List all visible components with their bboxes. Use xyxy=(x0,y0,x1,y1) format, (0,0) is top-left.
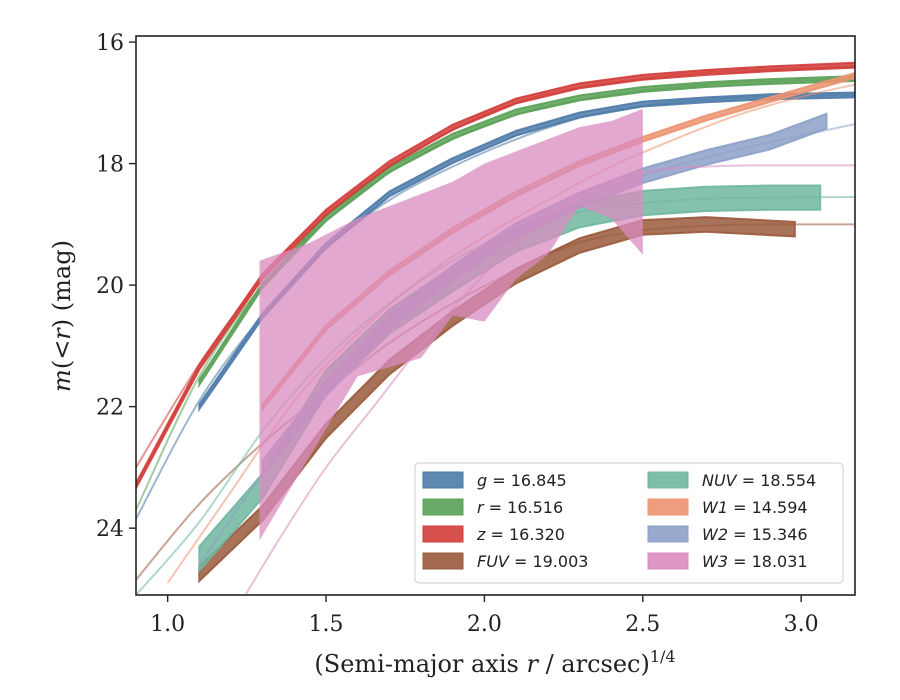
legend-item-r: r = 16.516 xyxy=(422,498,563,517)
legend-item-nuv: NUV = 18.554 xyxy=(647,471,816,490)
legend-swatch xyxy=(647,552,689,570)
x-tick-label: 1.0 xyxy=(150,612,185,637)
legend-label-value: = 18.031 xyxy=(728,552,808,571)
ticks-layer: 1.0 1.5 2.0 2.5 3.0 16 18 20 22 24 xyxy=(96,31,819,637)
y-axis-label-part: ) (mag) xyxy=(48,240,76,328)
x-tick-label: 1.5 xyxy=(309,612,344,637)
series-z xyxy=(136,61,855,489)
legend-label: NUV = 18.554 xyxy=(702,471,816,490)
x-axis-label-exponent: 1/4 xyxy=(650,647,676,666)
plot-frame xyxy=(135,35,856,596)
legend-label-value: = 16.516 xyxy=(484,498,564,517)
legend-label: W3 = 18.031 xyxy=(702,552,808,571)
y-tick-label: 20 xyxy=(96,274,124,299)
legend-label-variable: z xyxy=(476,525,486,544)
x-tick-label: 2.0 xyxy=(467,612,502,637)
series-g xyxy=(136,91,855,520)
legend-label-value: = 18.554 xyxy=(737,471,817,490)
x-tick-label: 3.0 xyxy=(784,612,819,637)
y-axis-label-part: ( xyxy=(48,360,76,369)
legend-label: W1 = 14.594 xyxy=(702,498,808,517)
legend-label-value: = 14.594 xyxy=(728,498,808,517)
y-axis-label-part: r xyxy=(48,327,76,340)
series-r-measured-band xyxy=(198,75,855,389)
legend-label-variable: FUV xyxy=(477,552,510,571)
legend-label-variable: NUV xyxy=(702,471,738,490)
legend-item-w3: W3 = 18.031 xyxy=(647,552,808,571)
y-axis-label-part: m xyxy=(48,369,76,392)
legend-label-variable: W3 xyxy=(702,552,728,571)
series-r xyxy=(136,75,855,511)
legend-label-variable: g xyxy=(477,471,487,490)
x-axis-label-part: / arcsec) xyxy=(538,650,650,678)
legend-label: FUV = 19.003 xyxy=(477,552,588,571)
x-axis-label-part: r xyxy=(526,650,539,678)
legend-label: z = 16.320 xyxy=(476,525,565,544)
legend-swatch xyxy=(422,525,464,543)
series-w3 xyxy=(244,108,855,595)
legend-label-value: = 19.003 xyxy=(509,552,589,571)
legend-label-value: = 15.346 xyxy=(728,525,808,544)
x-axis-label: (Semi-major axis r / arcsec)1/4 xyxy=(314,647,675,678)
legend-swatch xyxy=(422,552,464,570)
series-w3-model-curve xyxy=(244,164,855,595)
x-axis-label-part: (Semi-major axis xyxy=(314,650,526,678)
legend-label: W2 = 15.346 xyxy=(702,525,808,544)
y-axis-label-part: < xyxy=(48,340,76,360)
series-layer xyxy=(136,61,855,595)
legend-swatch xyxy=(422,498,464,516)
series-g-measured-band xyxy=(198,91,855,413)
y-tick-label: 16 xyxy=(96,31,124,56)
legend-label-variable: W1 xyxy=(702,498,728,517)
legend-swatch xyxy=(647,498,689,516)
x-axis-label-main: (Semi-major axis r / arcsec) xyxy=(314,650,649,678)
legend-item-w1: W1 = 14.594 xyxy=(647,498,808,517)
legend-label: r = 16.516 xyxy=(477,498,563,517)
legend-swatch xyxy=(422,471,464,489)
legend-label-value: = 16.320 xyxy=(485,525,565,544)
legend-label-variable: r xyxy=(477,498,485,517)
legend-box xyxy=(414,462,844,584)
y-tick-label: 18 xyxy=(96,153,124,178)
legend-swatch xyxy=(647,525,689,543)
series-z-measured-band xyxy=(136,61,855,489)
x-tick-label: 2.5 xyxy=(625,612,660,637)
legend-item-fuv: FUV = 19.003 xyxy=(422,552,588,571)
legend-label-variable: W2 xyxy=(702,525,728,544)
y-tick-label: 22 xyxy=(96,396,124,421)
legend-item-g: g = 16.845 xyxy=(422,471,567,490)
legend-label-value: = 16.845 xyxy=(487,471,567,490)
legend-swatch xyxy=(647,471,689,489)
legend-item-w2: W2 = 15.346 xyxy=(647,525,808,544)
y-tick-label: 24 xyxy=(96,517,124,542)
y-axis-label: m(<r) (mag) xyxy=(48,240,76,392)
legend-item-z: z = 16.320 xyxy=(422,525,565,544)
legend-label: g = 16.845 xyxy=(477,471,567,490)
